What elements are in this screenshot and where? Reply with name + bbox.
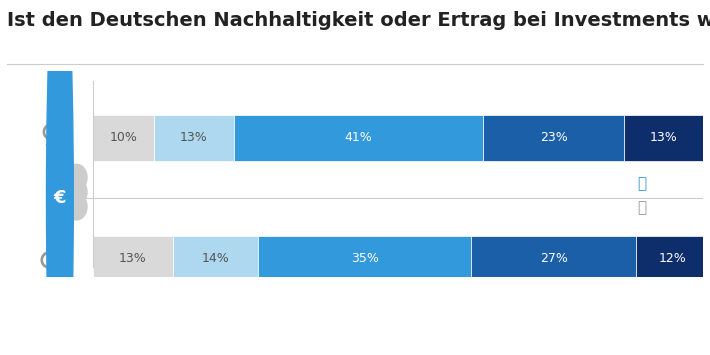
Bar xyxy=(636,236,709,282)
Text: 27%: 27% xyxy=(540,252,567,265)
Bar xyxy=(173,236,258,282)
Text: 23%: 23% xyxy=(540,131,567,144)
Text: 10%: 10% xyxy=(110,131,138,144)
Text: 13%: 13% xyxy=(650,131,677,144)
Text: 13%: 13% xyxy=(180,131,208,144)
Text: 13%: 13% xyxy=(119,252,147,265)
Text: 41%: 41% xyxy=(344,131,373,144)
Bar xyxy=(234,115,484,160)
Text: ♀: ♀ xyxy=(40,123,62,152)
Circle shape xyxy=(46,0,73,355)
Ellipse shape xyxy=(66,179,87,206)
Text: 🌿: 🌿 xyxy=(638,176,647,191)
Text: 🤚: 🤚 xyxy=(638,200,647,215)
Text: €: € xyxy=(54,189,66,207)
Bar xyxy=(471,236,636,282)
Bar xyxy=(623,115,703,160)
Ellipse shape xyxy=(66,164,87,191)
Text: ♂: ♂ xyxy=(37,244,65,273)
Bar xyxy=(94,115,154,160)
Text: 12%: 12% xyxy=(659,252,687,265)
Ellipse shape xyxy=(66,193,87,220)
Bar xyxy=(484,115,623,160)
Text: 35%: 35% xyxy=(351,252,378,265)
Text: 14%: 14% xyxy=(202,252,229,265)
Bar xyxy=(94,236,173,282)
Bar xyxy=(154,115,234,160)
Bar xyxy=(258,236,471,282)
Text: Ist den Deutschen Nachhaltigkeit oder Ertrag bei Investments wichtiger?: Ist den Deutschen Nachhaltigkeit oder Er… xyxy=(7,11,710,30)
